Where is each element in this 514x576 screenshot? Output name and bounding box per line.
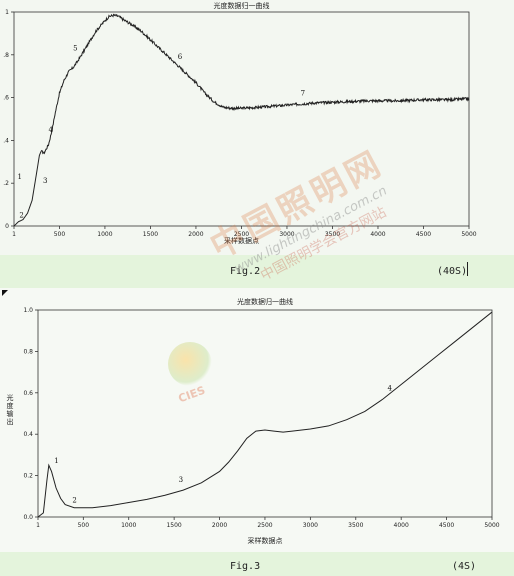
series-line: [37, 311, 493, 518]
figure-2-note: (40S): [437, 266, 468, 277]
curve-annotation: 4: [388, 385, 393, 393]
x-axis-label: 采样数据点: [224, 236, 259, 245]
curve-annotation: 4: [48, 126, 53, 134]
x-tick-label: 3500: [325, 231, 340, 238]
curve-annotation: 1: [54, 457, 58, 465]
figure-2-panel: 光度数据归一曲线 采样数据点 1 500 1000 1500 2000 2500 3000 35…: [0, 0, 514, 255]
y-tick-label: .6: [3, 95, 9, 102]
curve-annotation: 1: [18, 173, 22, 181]
x-tick-label: 1000: [121, 522, 136, 529]
curve-annotation: 2: [72, 497, 76, 505]
x-tick-label: 5000: [484, 522, 499, 529]
text-cursor: [467, 262, 468, 276]
x-tick-label: 1500: [143, 231, 158, 238]
y-tick-label: .2: [3, 180, 9, 187]
x-tick-label: 3000: [303, 522, 318, 529]
chart-title: 光度数据归一曲线: [214, 1, 270, 10]
curve-annotation: 3: [179, 476, 183, 484]
figure-3-panel: 光度数据归一曲线 采样数据点 光度输出 1 500 1000 1500 2000 2500 30…: [0, 288, 514, 552]
curve-annotation: 7: [301, 89, 305, 97]
x-tick-label: 4000: [394, 522, 409, 529]
y-tick-label: 0.2: [23, 473, 33, 480]
x-tick-label: 2500: [257, 522, 272, 529]
x-tick-label: 1: [12, 231, 16, 238]
y-tick-label: 0.0: [23, 514, 33, 521]
y-tick-label: 0.6: [23, 390, 33, 397]
x-tick-label: 5000: [461, 231, 476, 238]
chart-title: 光度数据归一曲线: [237, 297, 293, 306]
x-tick-label: 2500: [234, 231, 249, 238]
y-tick-label: .8: [3, 52, 9, 59]
x-tick-label: 500: [54, 231, 66, 238]
x-axis-label: 采样数据点: [248, 536, 283, 545]
x-tick-label: 4000: [370, 231, 385, 238]
plot-area-frame: [13, 11, 470, 227]
curve-annotation: 3: [43, 177, 47, 185]
y-tick-label: 0.8: [23, 348, 33, 355]
x-tick-label: 1: [36, 522, 40, 529]
plot-area-frame: [37, 309, 493, 518]
curve-annotation: 6: [178, 53, 183, 61]
corner-marker-icon: [2, 290, 8, 296]
y-tick-label: 0.4: [23, 431, 33, 438]
y-tick-label: .4: [3, 137, 9, 144]
x-tick-label: 4500: [416, 231, 431, 238]
x-tick-label: 2000: [212, 522, 227, 529]
series-line: [13, 13, 470, 227]
curve-annotation: 2: [19, 211, 23, 219]
x-tick-label: 3000: [279, 231, 294, 238]
x-tick-label: 1000: [97, 231, 112, 238]
curve-annotation: 5: [73, 45, 77, 53]
figure-2-caption-text: Fig.2: [230, 266, 261, 277]
x-tick-label: 2000: [188, 231, 203, 238]
y-tick-label: 0: [5, 223, 9, 230]
x-tick-label: 3500: [348, 522, 363, 529]
figure-3-note: (4S): [452, 561, 477, 572]
x-tick-label: 500: [78, 522, 90, 529]
y-tick-label: 1.0: [23, 307, 33, 314]
y-axis-label: 光度输出: [7, 393, 14, 426]
x-tick-label: 4500: [439, 522, 454, 529]
y-tick-label: 1: [5, 9, 9, 16]
figure-3-caption: Fig.3: [230, 561, 261, 572]
x-tick-label: 1500: [166, 522, 181, 529]
